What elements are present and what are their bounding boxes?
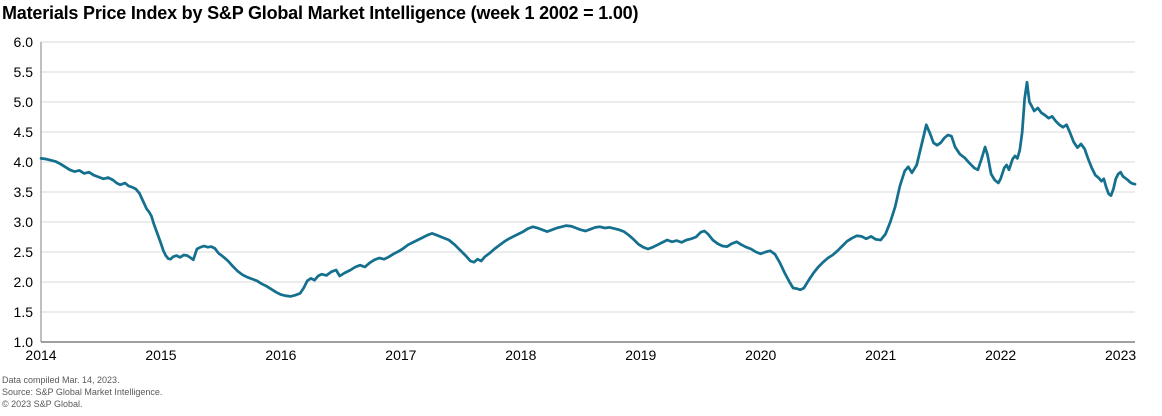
x-tick-label: 2023 [1105,347,1137,363]
materials-price-index-line [39,80,1137,298]
y-tick-label: 2.5 [13,244,33,260]
x-tick-label: 2016 [265,347,297,363]
footer-source: Source: S&P Global Market Intelligence. [2,387,163,397]
y-tick-label: 3.5 [13,184,33,200]
x-tick-label: 2019 [625,347,657,363]
x-tick-label: 2018 [505,347,537,363]
x-tick-label: 2021 [865,347,897,363]
y-tick-label: 1.5 [13,304,33,320]
x-tick-label: 2017 [385,347,417,363]
y-tick-label: 4.5 [13,124,33,140]
y-tick-label: 6.0 [13,34,33,50]
footer-copyright: © 2023 S&P Global. [2,399,83,409]
chart-footer: Data compiled Mar. 14, 2023. Source: S&P… [2,374,162,410]
footer-compiled-date: Data compiled Mar. 14, 2023. [2,375,120,385]
x-tick-label: 2014 [25,347,57,363]
y-tick-label: 2.0 [13,274,33,290]
y-tick-label: 5.5 [13,64,33,80]
y-tick-label: 1.0 [13,334,33,350]
y-tick-label: 5.0 [13,94,33,110]
x-tick-label: 2020 [745,347,777,363]
x-tick-label: 2022 [985,347,1017,363]
y-tick-label: 4.0 [13,154,33,170]
chart-title: Materials Price Index by S&P Global Mark… [2,3,639,23]
y-tick-label: 3.0 [13,214,33,230]
x-tick-label: 2015 [145,347,177,363]
